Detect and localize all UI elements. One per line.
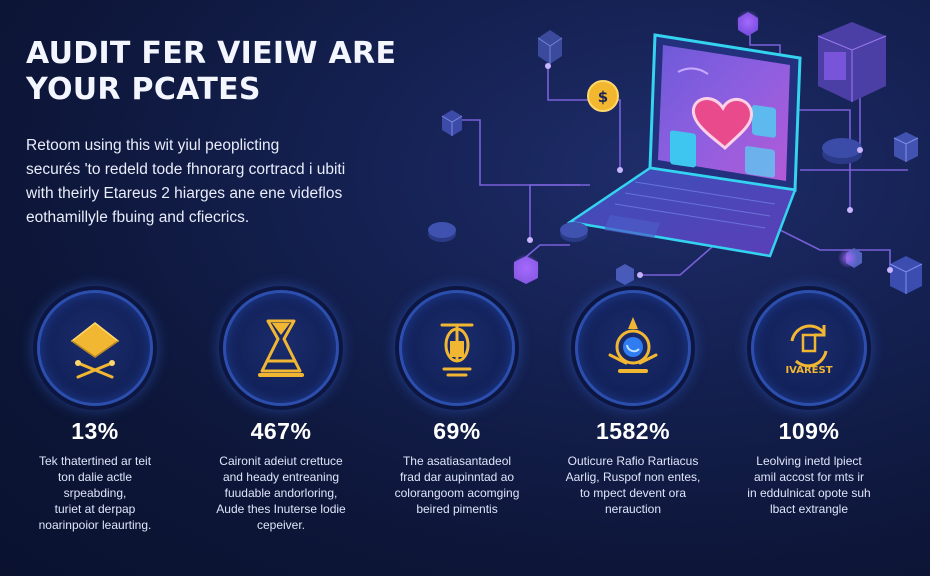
stat-desc-line: beired pimentis: [416, 502, 498, 516]
stat-desc-line: turiet at derpap: [54, 502, 136, 516]
gem-icon: [70, 322, 120, 379]
stat-value: 13%: [71, 418, 119, 444]
stat-value: 69%: [433, 418, 481, 444]
anvil-icon: [440, 323, 474, 377]
intro-line-3: with theirly Etareus 2 hiarges ane ene v…: [26, 185, 343, 202]
glow-dots: [512, 10, 893, 282]
title-line-1: AUDIT FER VIEIW ARE: [26, 36, 397, 71]
page-title: AUDIT FER VIEIW ARE YOUR PCATES: [26, 36, 446, 108]
stat-icon-ring: IVAREST: [751, 290, 867, 406]
stat-desc-line: noarinpoior leaurting.: [38, 518, 152, 532]
stat-desc-line: cepeiver.: [256, 518, 306, 532]
stat-description: Leolving inetd lpiect amil accost for mt…: [722, 453, 896, 517]
orb-icon: [608, 317, 658, 373]
stat-desc-line: and heady entreaning: [222, 470, 340, 484]
stat-value: 1582%: [595, 418, 671, 444]
intro-line-1: Retoom using this wit yiul peoplicting: [26, 137, 280, 154]
stat-value: 109%: [778, 418, 840, 444]
heart-icon: [691, 97, 753, 151]
stat-desc-line: Outicure Rafio Rartiacus: [567, 454, 699, 468]
intro-line-4: eothamillyle fbuing and cfiecrics.: [26, 209, 250, 226]
stats-row: 13% Tek thatertined ar teit ton dalie ac…: [0, 290, 930, 576]
stat-desc-line: in eddulnicat opote suh: [747, 486, 871, 500]
stat-description: Caironit adeiut crettuce and heady entre…: [194, 453, 368, 533]
refresh-badge-icon: IVAREST: [785, 324, 833, 376]
title-line-2: YOUR PCATES: [26, 72, 261, 107]
stat-value: 467%: [250, 418, 312, 444]
stat-desc-line: Aarlig, Ruspof non entes,: [565, 470, 701, 484]
stat-icon-ring: [223, 290, 339, 406]
stat-icon-ring: [399, 290, 515, 406]
stat-desc-line: to mpect devent ora: [579, 486, 687, 500]
stat-card: IVAREST 109% Leolving inetd lpiect amil …: [722, 290, 896, 517]
stat-desc-line: Leolving inetd lpiect: [756, 454, 862, 468]
stat-icon-ring: [575, 290, 691, 406]
stat-desc-line: fuudable andorloring,: [224, 486, 338, 500]
stat-desc-line: The asatiasantadeol: [402, 454, 512, 468]
stat-description: Outicure Rafio Rartiacus Aarlig, Ruspof …: [546, 453, 720, 517]
svg-text:$: $: [598, 88, 608, 106]
stat-desc-line: Tek thatertined ar teit: [38, 454, 152, 468]
stat-description: The asatiasantadeol frad dar aupinntad a…: [370, 453, 544, 517]
stat-card: 1582% Outicure Rafio Rartiacus Aarlig, R…: [546, 290, 720, 517]
stat-desc-line: frad dar aupinntad ao: [399, 470, 515, 484]
stat-desc-line: nerauction: [604, 502, 662, 516]
stat-description: Tek thatertined ar teit ton dalie actle …: [8, 453, 182, 533]
stat-icon-ring: [37, 290, 153, 406]
stat-desc-line: colorangoom acomging: [394, 486, 520, 500]
badge-text: IVAREST: [785, 365, 832, 376]
stat-desc-line: Aude thes Inuterse lodie: [216, 502, 346, 516]
stat-card: 13% Tek thatertined ar teit ton dalie ac…: [8, 290, 182, 533]
stat-desc-line: ton dalie actle: [57, 470, 133, 484]
stat-desc-line: amil accost for mts ir: [753, 470, 864, 484]
stat-card: 467% Caironit adeiut crettuce and heady …: [194, 290, 368, 533]
laptop-icon: [566, 33, 802, 258]
stat-desc-line: lbact extrangle: [769, 502, 849, 516]
coin-icon: $: [587, 80, 619, 112]
stat-card: 69% The asatiasantadeol frad dar aupinnt…: [370, 290, 544, 517]
hourglass-icon: [258, 319, 304, 377]
intro-line-2: securés 'to redeld tode fhnorarg cortrac…: [26, 161, 346, 178]
intro-paragraph: Retoom using this wit yiul peoplicting s…: [26, 134, 406, 230]
stat-desc-line: Caironit adeiut crettuce: [219, 454, 343, 468]
hero-illustration: $: [428, 10, 923, 294]
stat-desc-line: srpeabding,: [63, 486, 127, 500]
